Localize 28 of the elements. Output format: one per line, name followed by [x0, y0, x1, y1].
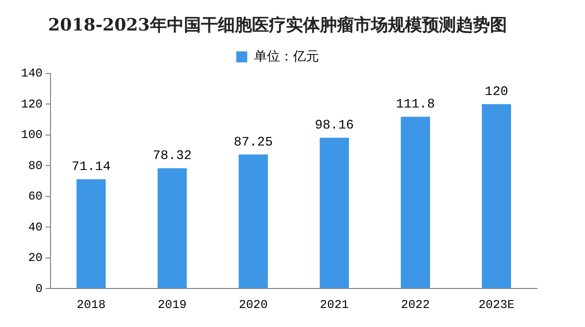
data-label: 111.8	[396, 96, 435, 112]
x-tick-label: 2020	[238, 298, 268, 312]
bar	[76, 179, 106, 288]
x-tick-label: 2019	[158, 298, 187, 312]
data-label: 78.32	[152, 148, 192, 164]
y-tick-label: 80	[28, 158, 43, 173]
y-tick-label: 120	[20, 97, 43, 112]
data-label: 71.14	[72, 159, 111, 174]
x-tick-label: 2018	[76, 298, 106, 312]
y-tick-label: 40	[28, 220, 43, 234]
y-tick-label: 20	[28, 251, 43, 266]
bar	[320, 138, 349, 288]
y-tick-label: 100	[20, 128, 43, 142]
data-label: 120	[484, 84, 508, 100]
data-label: 87.25	[234, 134, 273, 150]
chart-title: 2018-2023年中国干细胞医疗实体肿瘤市场规模预测趋势图	[48, 16, 507, 36]
legend-label: 单位：亿元	[254, 49, 319, 64]
data-label: 98.16	[314, 118, 354, 133]
y-tick-label: 0	[35, 282, 43, 296]
bar	[158, 168, 187, 288]
x-tick-label: 2023E	[478, 298, 514, 312]
x-tick-label: 2021	[320, 298, 349, 312]
y-tick-label: 60	[28, 190, 43, 204]
x-tick-label: 2022	[400, 298, 430, 312]
bar	[482, 104, 512, 288]
y-tick-label: 140	[20, 66, 43, 81]
bar	[238, 154, 268, 288]
bar	[400, 116, 430, 288]
